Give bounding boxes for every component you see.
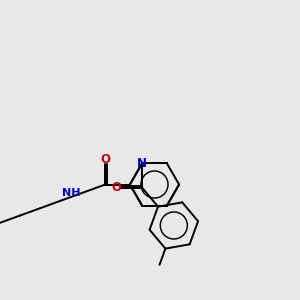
Text: N: N — [137, 157, 147, 170]
Text: NH: NH — [62, 188, 81, 198]
Text: O: O — [100, 154, 110, 166]
Text: O: O — [112, 181, 122, 194]
